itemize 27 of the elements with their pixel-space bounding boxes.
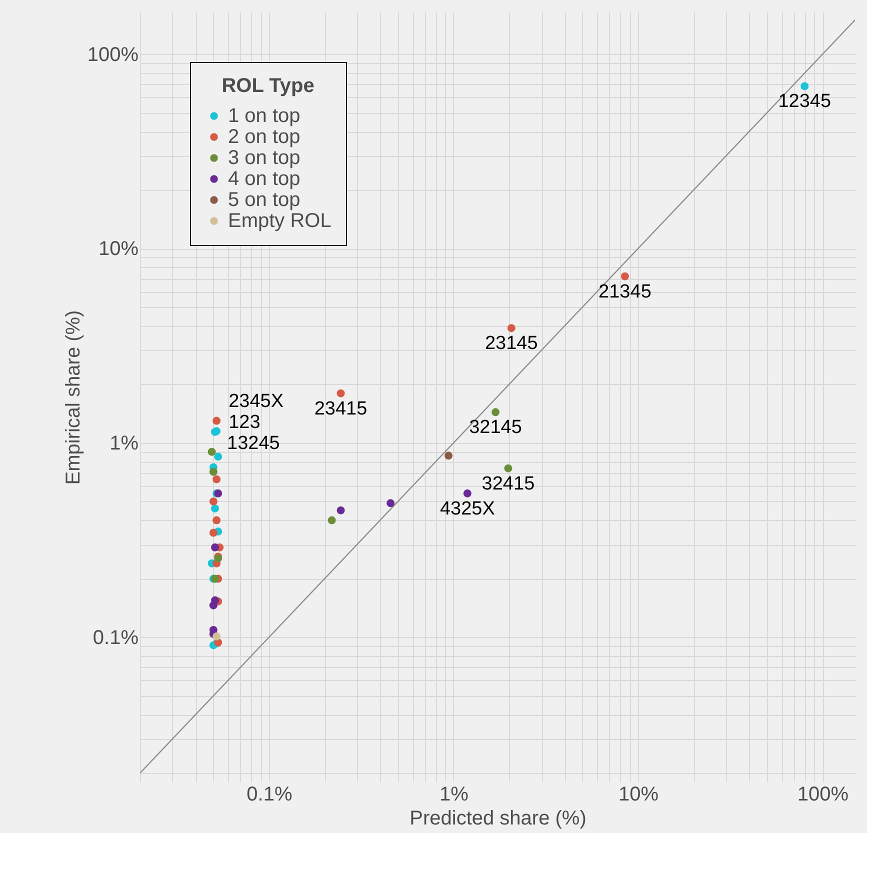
legend-label: 5 on top — [228, 189, 300, 211]
legend-label: 2 on top — [228, 126, 300, 148]
annotation: 23145 — [484, 333, 538, 354]
x-tick-label: 100% — [797, 784, 849, 806]
annotation: 2345X — [228, 390, 284, 412]
legend-title: ROL Type — [222, 75, 314, 97]
legend-label: 3 on top — [228, 147, 300, 169]
y-tick-label: 0.1% — [92, 626, 139, 649]
y-axis-title: Empirical share (%) — [62, 310, 84, 485]
y-tick-label: 1% — [110, 432, 139, 454]
annotation: 4325X — [440, 498, 496, 520]
annotation: 32415 — [482, 473, 535, 494]
annotation: 23415 — [314, 398, 368, 420]
annotation: 21345 — [598, 281, 652, 302]
annotation: 12345 — [778, 91, 832, 112]
annotation: 13245 — [227, 432, 280, 454]
x-tick-label: 1% — [440, 784, 469, 806]
legend-label: 4 on top — [228, 168, 300, 190]
legend-label: Empty ROL — [228, 210, 332, 232]
annotation: 123 — [228, 412, 260, 433]
x-axis-title: Predicted share (%) — [410, 808, 586, 830]
x-tick-label: 10% — [618, 784, 659, 806]
annotation: 32145 — [469, 417, 522, 438]
y-tick-label: 10% — [98, 238, 139, 260]
x-tick-label: 0.1% — [246, 784, 292, 806]
legend-label: 1 on top — [228, 105, 300, 127]
y-tick-label: 100% — [87, 44, 139, 66]
